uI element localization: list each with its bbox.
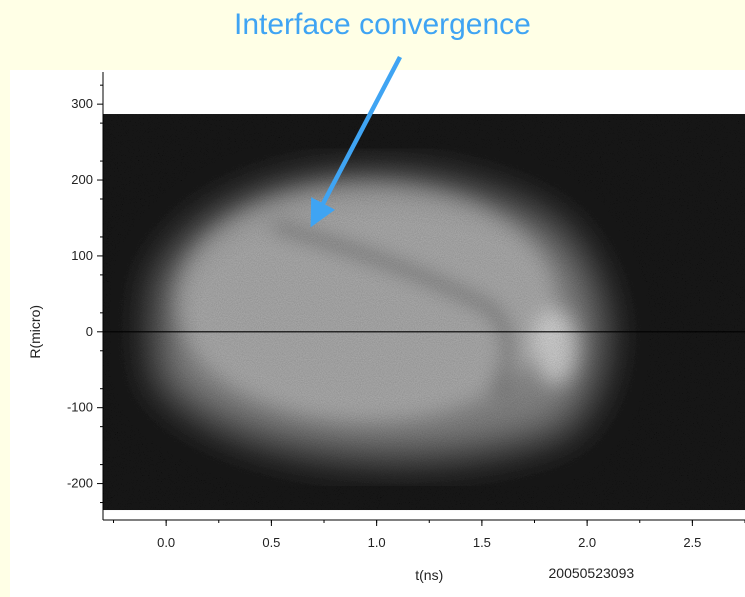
shot-id-label: 20050523093 — [549, 565, 635, 581]
axes: 300 200 100 0 -100 -200 0.0 0.5 1.0 1.5 2.0 2.5 — [67, 72, 745, 550]
x-tick-label: 0.0 — [157, 535, 175, 550]
streak-image-chart: 300 200 100 0 -100 -200 0.0 0.5 1.0 1.5 2.0 2.5 t(n… — [27, 72, 745, 583]
x-axis-title: t(ns) — [415, 567, 443, 583]
interface-band — [269, 218, 516, 397]
emission-core — [176, 181, 578, 422]
chart-panel: 300 200 100 0 -100 -200 0.0 0.5 1.0 1.5 2.0 2.5 t(n… — [10, 70, 745, 597]
x-tick-label: 1.0 — [368, 535, 386, 550]
y-axis-title: R(micro) — [27, 305, 43, 359]
plot-area — [103, 114, 745, 511]
x-tick-label: 0.5 — [262, 535, 280, 550]
streak-image — [103, 114, 745, 511]
y-tick-label: 100 — [71, 248, 93, 263]
y-tick-label: 300 — [71, 96, 93, 111]
y-tick-label: 0 — [86, 324, 93, 339]
x-tick-label: 1.5 — [473, 535, 491, 550]
y-tick-label: -100 — [67, 400, 93, 415]
x-tick-label: 2.5 — [683, 535, 701, 550]
bright-spot — [533, 308, 578, 385]
y-tick-label: -200 — [67, 476, 93, 491]
x-tick-label: 2.0 — [578, 535, 596, 550]
y-tick-label: 200 — [71, 172, 93, 187]
annotation-label: Interface convergence — [234, 8, 531, 41]
core-glow — [176, 181, 557, 422]
